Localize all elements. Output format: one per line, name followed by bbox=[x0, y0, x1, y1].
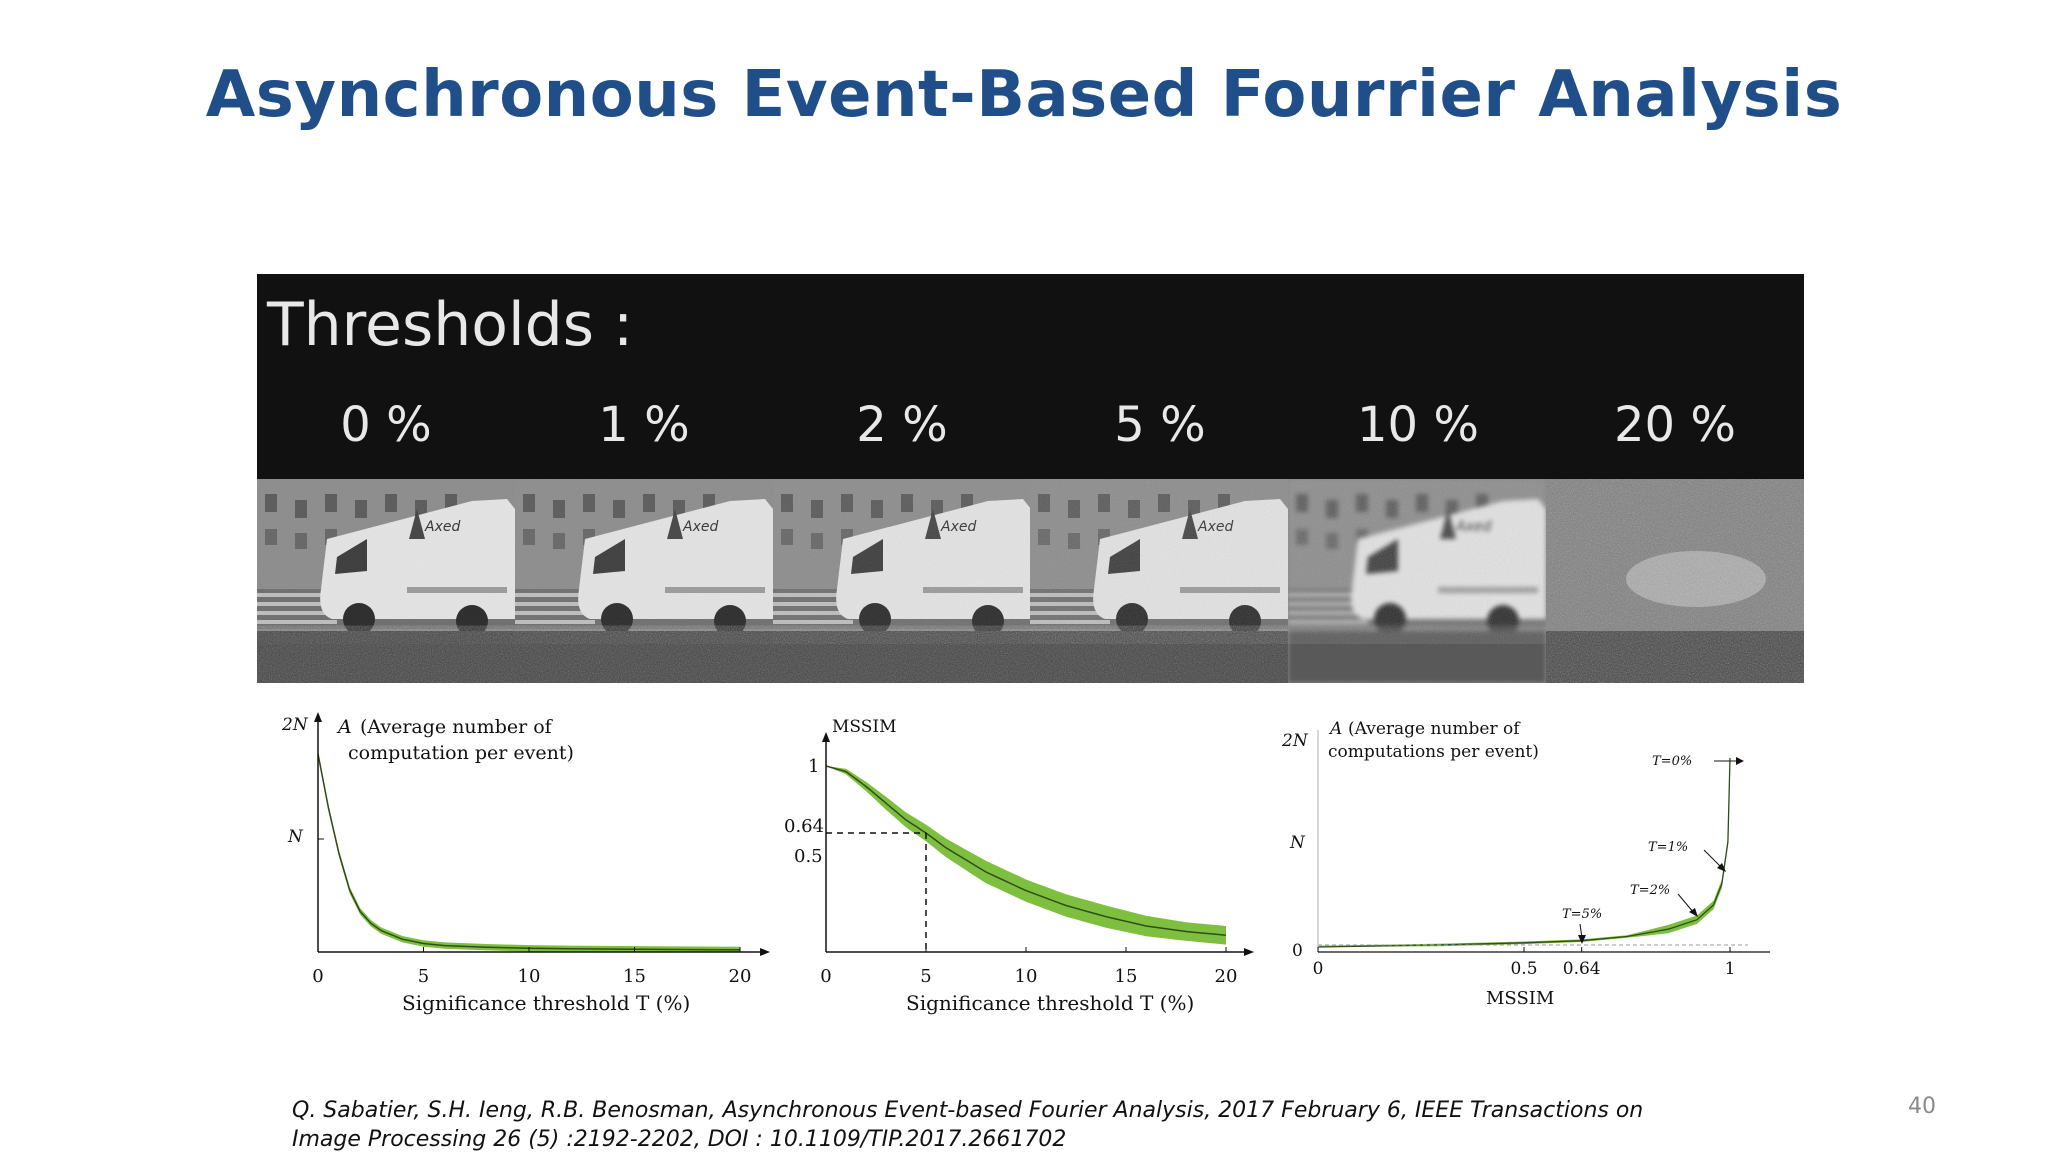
series-line bbox=[825, 765, 1227, 937]
y-tick-064: 0.64 bbox=[784, 816, 824, 837]
citation: Q. Sabatier, S.H. Ieng, R.B. Benosman, A… bbox=[292, 1098, 1644, 1152]
series-band bbox=[318, 750, 740, 952]
x-tick-label: 15 bbox=[623, 966, 646, 987]
x-tick-label: 20 bbox=[729, 966, 752, 987]
y-label-line1: (Average number of bbox=[360, 716, 554, 738]
x-axis-label: MSSIM bbox=[1486, 988, 1554, 1009]
chart-mssim-vs-threshold: MSSIM 1 0.64 0.5 0 5 10 15 20 Significance t… bbox=[784, 717, 1254, 1015]
x-tick-label: 0 bbox=[820, 966, 831, 987]
reconstruction-image-1: Axed bbox=[514, 479, 773, 683]
y-tick-2n: 2N bbox=[1281, 731, 1309, 751]
y-tick-n: N bbox=[287, 827, 304, 847]
x-tick-label: 5 bbox=[418, 966, 429, 987]
series-band bbox=[826, 766, 1226, 945]
annotation-t2: T=2% bbox=[1630, 883, 1670, 898]
threshold-label-1: 1 % bbox=[598, 397, 690, 453]
annotation-t1: T=1% bbox=[1648, 840, 1688, 855]
y-tick-n: N bbox=[1289, 833, 1306, 853]
x-axis-arrow bbox=[1244, 948, 1254, 956]
y-label-symbol: A bbox=[336, 716, 352, 738]
y-tick-05: 0.5 bbox=[794, 846, 823, 867]
reconstruction-image-4: Axed bbox=[1288, 479, 1547, 683]
y-label-symbol: A bbox=[1328, 719, 1342, 739]
reconstruction-image-0: Axed bbox=[257, 479, 515, 683]
x-axis-arrow bbox=[760, 948, 770, 956]
x-tick-label: 1 bbox=[1725, 959, 1736, 979]
y-axis-title: MSSIM bbox=[832, 717, 897, 737]
reconstruction-image-3: Axed bbox=[1030, 479, 1289, 683]
y-axis-arrow bbox=[822, 732, 830, 742]
x-tick-label: 10 bbox=[518, 966, 541, 987]
y-label-line1: (Average number of bbox=[1348, 719, 1521, 739]
x-tick-label: 0 bbox=[312, 966, 323, 987]
x-axis-label: Significance threshold T (%) bbox=[402, 991, 690, 1015]
threshold-label-0: 0 % bbox=[340, 397, 432, 453]
y-axis-arrow bbox=[314, 712, 322, 722]
annotation-t5: T=5% bbox=[1562, 907, 1602, 922]
y-tick-0: 0 bbox=[1292, 941, 1303, 961]
threshold-label-20: 20 % bbox=[1614, 397, 1736, 453]
y-label-line2: computations per event) bbox=[1328, 742, 1539, 762]
x-tick-label: 0 bbox=[1313, 959, 1324, 979]
x-tick-label: 0.5 bbox=[1510, 959, 1537, 979]
x-tick-label: 20 bbox=[1215, 966, 1238, 987]
threshold-label-2: 2 % bbox=[856, 397, 948, 453]
threshold-label-10: 10 % bbox=[1357, 397, 1479, 453]
annotation-t0: T=0% bbox=[1652, 754, 1692, 769]
x-axis-label: Significance threshold T (%) bbox=[906, 991, 1194, 1015]
thresholds-heading: Thresholds : bbox=[267, 290, 634, 360]
y-tick-1: 1 bbox=[808, 756, 819, 777]
chart-computation-vs-mssim: 2N N 0 A (Average number of computations… bbox=[1281, 719, 1770, 1009]
x-tick-label: 0.64 bbox=[1563, 959, 1601, 979]
reconstruction-image-2: Axed bbox=[772, 479, 1031, 683]
reconstruction-image-strip: Axed Axed Axed Axed Axed bbox=[257, 479, 1804, 683]
threshold-label-5: 5 % bbox=[1114, 397, 1206, 453]
x-tick-label: 5 bbox=[920, 966, 931, 987]
y-label-line2: computation per event) bbox=[348, 742, 574, 764]
thresholds-banner: Thresholds : 0 % 1 % 2 % 5 % 10 % 20 % bbox=[257, 274, 1804, 479]
x-tick-label: 10 bbox=[1015, 966, 1038, 987]
x-tick-label: 15 bbox=[1115, 966, 1138, 987]
chart-computation-vs-threshold: 2N N A (Average number of computation pe… bbox=[281, 712, 770, 1015]
reconstruction-image-5 bbox=[1546, 479, 1804, 683]
y-tick-2n: 2N bbox=[281, 715, 309, 735]
slide-title: Asynchronous Event-Based Fourrier Analys… bbox=[205, 58, 1843, 132]
series-line bbox=[317, 753, 741, 951]
page-number: 40 bbox=[1908, 1094, 1936, 1119]
